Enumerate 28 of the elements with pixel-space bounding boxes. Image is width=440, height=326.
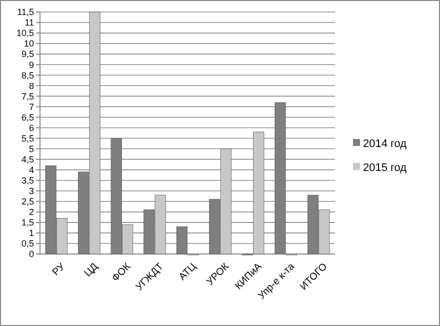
y-tick-label: 4,5 bbox=[21, 154, 34, 164]
y-tick-label: 11,5 bbox=[17, 7, 34, 18]
y-tick-label: 0 bbox=[28, 249, 34, 260]
y-tick-label: 3,5 bbox=[21, 176, 34, 186]
y-tick-label: 2,5 bbox=[21, 196, 34, 207]
y-tick-label: 1 bbox=[28, 228, 34, 238]
y-tick-label: 10,5 bbox=[16, 28, 34, 38]
y-tick-label: 9 bbox=[28, 60, 34, 70]
y-tick-label: 8 bbox=[28, 80, 34, 91]
y-tick-label: 4 bbox=[28, 164, 34, 175]
y-tick-label: 5,5 bbox=[21, 133, 34, 144]
y-tick-label: 5 bbox=[28, 144, 34, 154]
y-tick-label: 11 bbox=[24, 18, 34, 28]
y-tick-label: 6 bbox=[28, 122, 34, 133]
legend-label: 2015 год bbox=[363, 162, 408, 174]
y-tick-label: 7,5 bbox=[21, 91, 34, 102]
x-tick-label: РУ bbox=[50, 260, 68, 278]
y-tick-label: 8,5 bbox=[21, 70, 34, 80]
y-tick-label: 2 bbox=[28, 207, 34, 218]
y-tick-label: 3 bbox=[28, 186, 34, 196]
y-tick-label: 9,5 bbox=[21, 49, 34, 60]
x-tick-label: ЦД bbox=[82, 261, 100, 280]
y-tick-label: 1,5 bbox=[21, 218, 34, 228]
legend-label: 2014 год bbox=[363, 138, 408, 150]
y-tick-label: 7 bbox=[28, 102, 34, 112]
y-tick-label: 10 bbox=[24, 38, 34, 49]
y-tick-label: 0,5 bbox=[21, 238, 34, 249]
y-tick-label: 6,5 bbox=[21, 112, 34, 122]
